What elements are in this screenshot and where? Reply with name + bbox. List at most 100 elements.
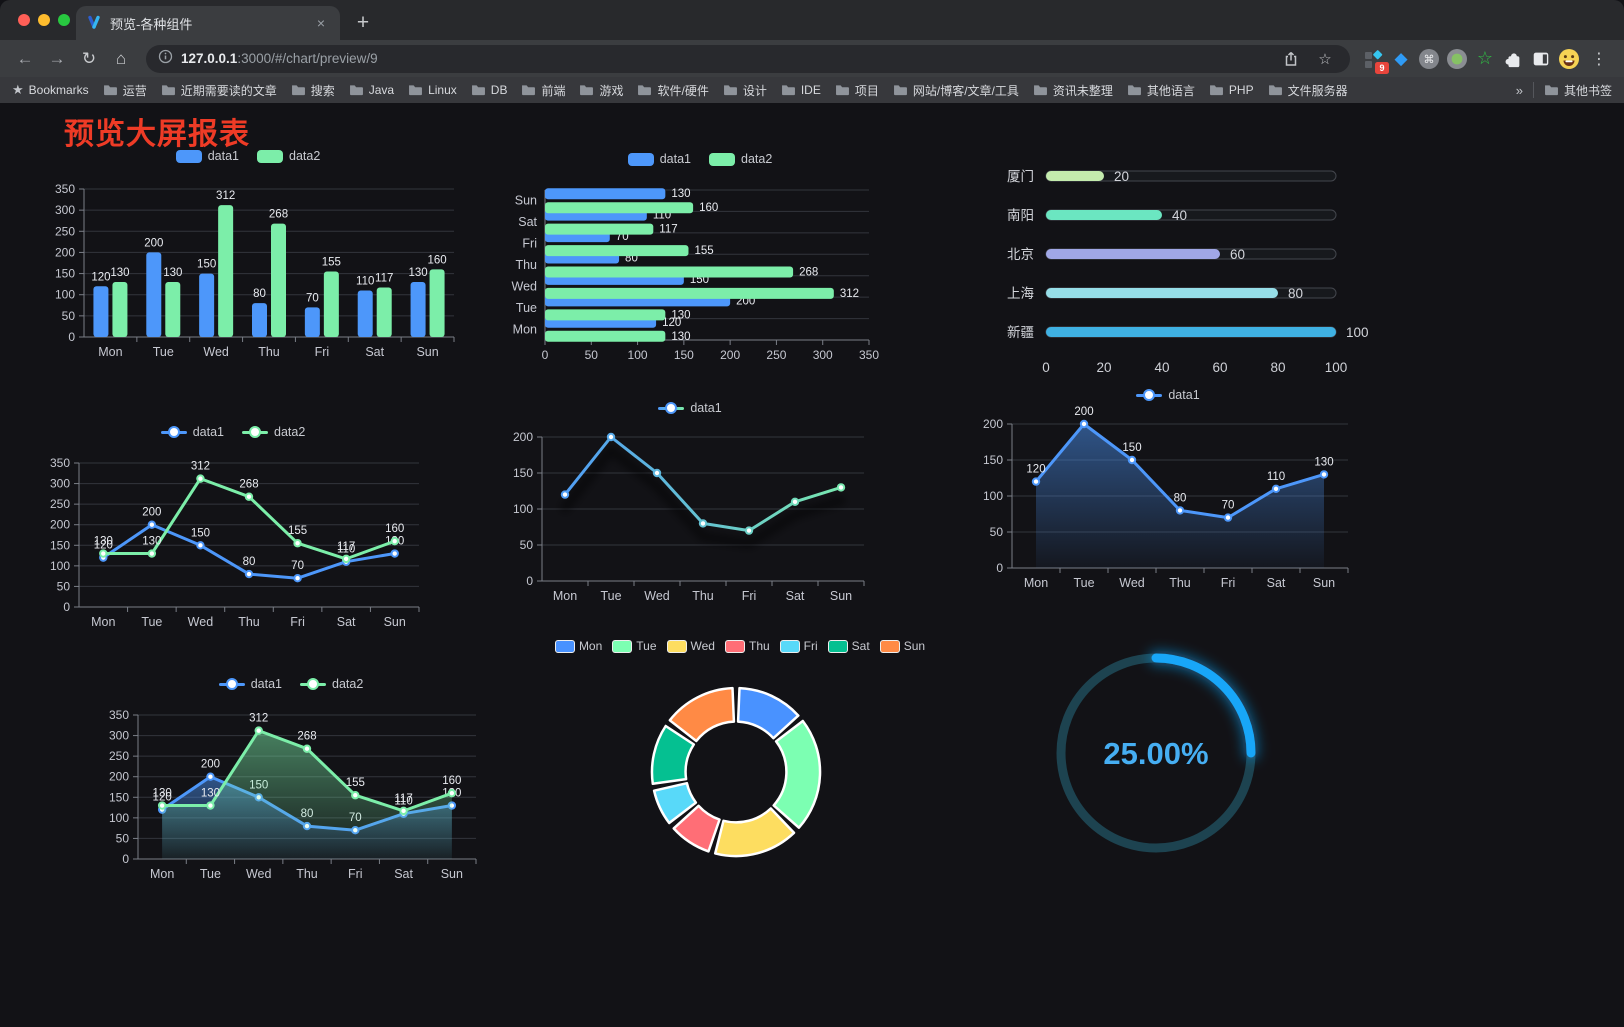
bookmark-folder[interactable]: Java [349, 82, 394, 99]
legend-item-data2[interactable]: data2 [242, 425, 305, 439]
bookmark-folder[interactable]: 其他语言 [1127, 82, 1195, 99]
svg-text:100: 100 [513, 502, 533, 516]
legend-item-Thu[interactable]: Thu [724, 639, 770, 653]
svg-text:Sat: Sat [786, 589, 805, 603]
chart-area-double[interactable]: data1 data2 0 50 100 150 200 250 300 350 Mon Tue Wed… [92, 673, 490, 893]
chart-legend: data1 data2 [28, 149, 468, 163]
legend-marker-icon [658, 402, 685, 414]
browser-menu-icon[interactable]: ⋮ [1591, 50, 1607, 68]
bookmark-folder[interactable]: 软件/硬件 [637, 82, 709, 99]
legend-item-Mon[interactable]: Mon [554, 639, 602, 653]
reload-button[interactable]: ↻ [81, 48, 97, 68]
bookmark-folder[interactable]: 运营 [103, 82, 147, 99]
folder-icon [103, 85, 117, 96]
legend-item-Sat[interactable]: Sat [827, 639, 870, 653]
chart-donut-pie[interactable]: Mon Tue Wed Thu Fri Sat Sun [540, 635, 940, 887]
tab-close-icon[interactable]: × [316, 15, 326, 31]
bookmark-folder[interactable]: 前端 [521, 82, 565, 99]
chart-progress-bars[interactable]: 厦门 20 南阳 40 北京 60 上海 80 新疆 100 0 20 40 60 80 100 [988, 150, 1388, 388]
svg-text:Fri: Fri [290, 615, 305, 629]
bookmark-folder[interactable]: 搜索 [291, 82, 335, 99]
chart-line-gradient[interactable]: data1 0 50 100 150 200 Mon Tue Wed Thu Fri Sat Sun [500, 397, 880, 613]
folder-icon [1127, 85, 1141, 96]
svg-text:117: 117 [337, 541, 355, 553]
share-icon[interactable] [1278, 46, 1304, 72]
bookmark-folder[interactable]: 设计 [723, 82, 767, 99]
svg-text:Wed: Wed [188, 615, 214, 629]
extension-grid-icon[interactable]: 9 [1360, 46, 1389, 74]
legend-item-data2[interactable]: data2 [709, 152, 772, 166]
extension-command-icon[interactable]: ⌘ [1416, 46, 1442, 72]
svg-text:160: 160 [699, 202, 718, 214]
legend-item-data1[interactable]: data1 [160, 425, 224, 439]
extensions-puzzle-icon[interactable] [1500, 46, 1526, 72]
svg-text:上海: 上海 [1007, 286, 1034, 301]
svg-text:117: 117 [659, 224, 677, 236]
browser-tab[interactable]: 预览-各种组件 × [76, 6, 340, 40]
svg-text:200: 200 [720, 348, 740, 362]
svg-text:350: 350 [50, 456, 70, 470]
other-bookmarks[interactable]: 其他书签 [1544, 82, 1612, 99]
svg-text:Sun: Sun [416, 345, 438, 359]
bookmark-folder[interactable]: 游戏 [579, 82, 623, 99]
svg-text:100: 100 [109, 811, 129, 825]
chart-gauge-progress[interactable]: 25.00% [1036, 638, 1276, 870]
new-tab-button[interactable]: + [356, 11, 370, 34]
svg-text:Tue: Tue [516, 301, 537, 315]
page-title: 预览大屏报表 [64, 118, 250, 151]
svg-text:Sat: Sat [1267, 576, 1286, 590]
sidebar-toggle-icon[interactable] [1528, 46, 1554, 72]
legend-item-data1[interactable]: data1 [627, 152, 691, 166]
svg-text:130: 130 [201, 788, 220, 800]
site-info-icon[interactable] [158, 49, 173, 69]
svg-text:110: 110 [337, 544, 355, 556]
close-window-button[interactable] [18, 14, 30, 26]
bookmark-folder[interactable]: PHP [1209, 82, 1254, 99]
bookmarks-overflow-chevron[interactable]: » [1515, 82, 1523, 98]
browser-toolbar: ← → ↻ ⌂ 127.0.0.1:3000/#/chart/preview/9… [0, 40, 1624, 77]
bookmark-star-icon[interactable]: ☆ [1318, 50, 1332, 68]
bookmark-folder[interactable]: 项目 [835, 82, 879, 99]
bookmark-folder[interactable]: Linux [408, 82, 457, 99]
chart-bar-vertical[interactable]: data1 data2 0 50 100 150 200 250 300 350 Mon Tue Wed… [28, 145, 468, 367]
legend-item-data1[interactable]: data1 [175, 149, 239, 163]
bookmark-folder[interactable]: 资讯未整理 [1033, 82, 1113, 99]
bookmark-folder[interactable]: 文件服务器 [1268, 82, 1348, 99]
svg-text:155: 155 [288, 525, 307, 537]
legend-item-Fri[interactable]: Fri [779, 639, 818, 653]
chart-line-basic[interactable]: data1 data2 0 50 100 150 200 250 300 350 Mon Tue Wed… [33, 421, 433, 639]
legend-item-Wed[interactable]: Wed [666, 639, 715, 653]
address-bar[interactable]: 127.0.0.1:3000/#/chart/preview/9 ☆ [146, 44, 1350, 73]
chart-area-basic[interactable]: data1 0 50 100 150 200 Mon Tue Wed Thu Fri Sat Sun 12… [972, 384, 1364, 600]
emoji-extension-icon[interactable] [1556, 46, 1582, 72]
svg-text:268: 268 [269, 209, 288, 221]
legend-item-Tue[interactable]: Tue [612, 639, 657, 653]
legend-item-data1[interactable]: data1 [218, 677, 282, 691]
minimize-window-button[interactable] [38, 14, 50, 26]
back-button[interactable]: ← [16, 48, 34, 68]
bookmarks-root[interactable]: ★ Bookmarks [12, 82, 89, 97]
bookmark-folder[interactable]: 网站/博客/文章/工具 [893, 82, 1019, 99]
bookmark-folder[interactable]: 近期需要读的文章 [161, 82, 277, 99]
legend-item-Sun[interactable]: Sun [879, 639, 925, 653]
extension-diamond-icon[interactable]: ◆ [1394, 48, 1408, 68]
zoom-window-button[interactable] [58, 14, 70, 26]
legend-item-data2[interactable]: data2 [300, 677, 363, 691]
svg-text:200: 200 [983, 417, 1003, 431]
bookmark-folder[interactable]: IDE [781, 82, 821, 99]
forward-button[interactable]: → [48, 48, 66, 68]
legend-item-data1[interactable]: data1 [658, 401, 722, 415]
url-text[interactable]: 127.0.0.1:3000/#/chart/preview/9 [181, 51, 378, 66]
legend-marker-icon [666, 639, 687, 653]
chart-bar-horizontal[interactable]: data1 data2 0 50 100 150 200 250 300 350 Mon 120 130… [495, 148, 905, 370]
bookmark-folder[interactable]: DB [471, 82, 507, 99]
extension-record-icon[interactable] [1444, 46, 1470, 72]
page-content: 预览大屏报表 data1 data2 0 50 100 150 200 250 300 350 Mo… [0, 103, 1624, 1027]
extension-star-icon[interactable]: ☆ [1476, 48, 1494, 68]
home-button[interactable]: ⌂ [115, 48, 127, 68]
legend-item-data1[interactable]: data1 [1136, 388, 1200, 402]
svg-text:Fri: Fri [742, 589, 757, 603]
legend-marker-icon [709, 152, 735, 166]
legend-item-data2[interactable]: data2 [257, 149, 320, 163]
legend-marker-icon [724, 639, 745, 653]
